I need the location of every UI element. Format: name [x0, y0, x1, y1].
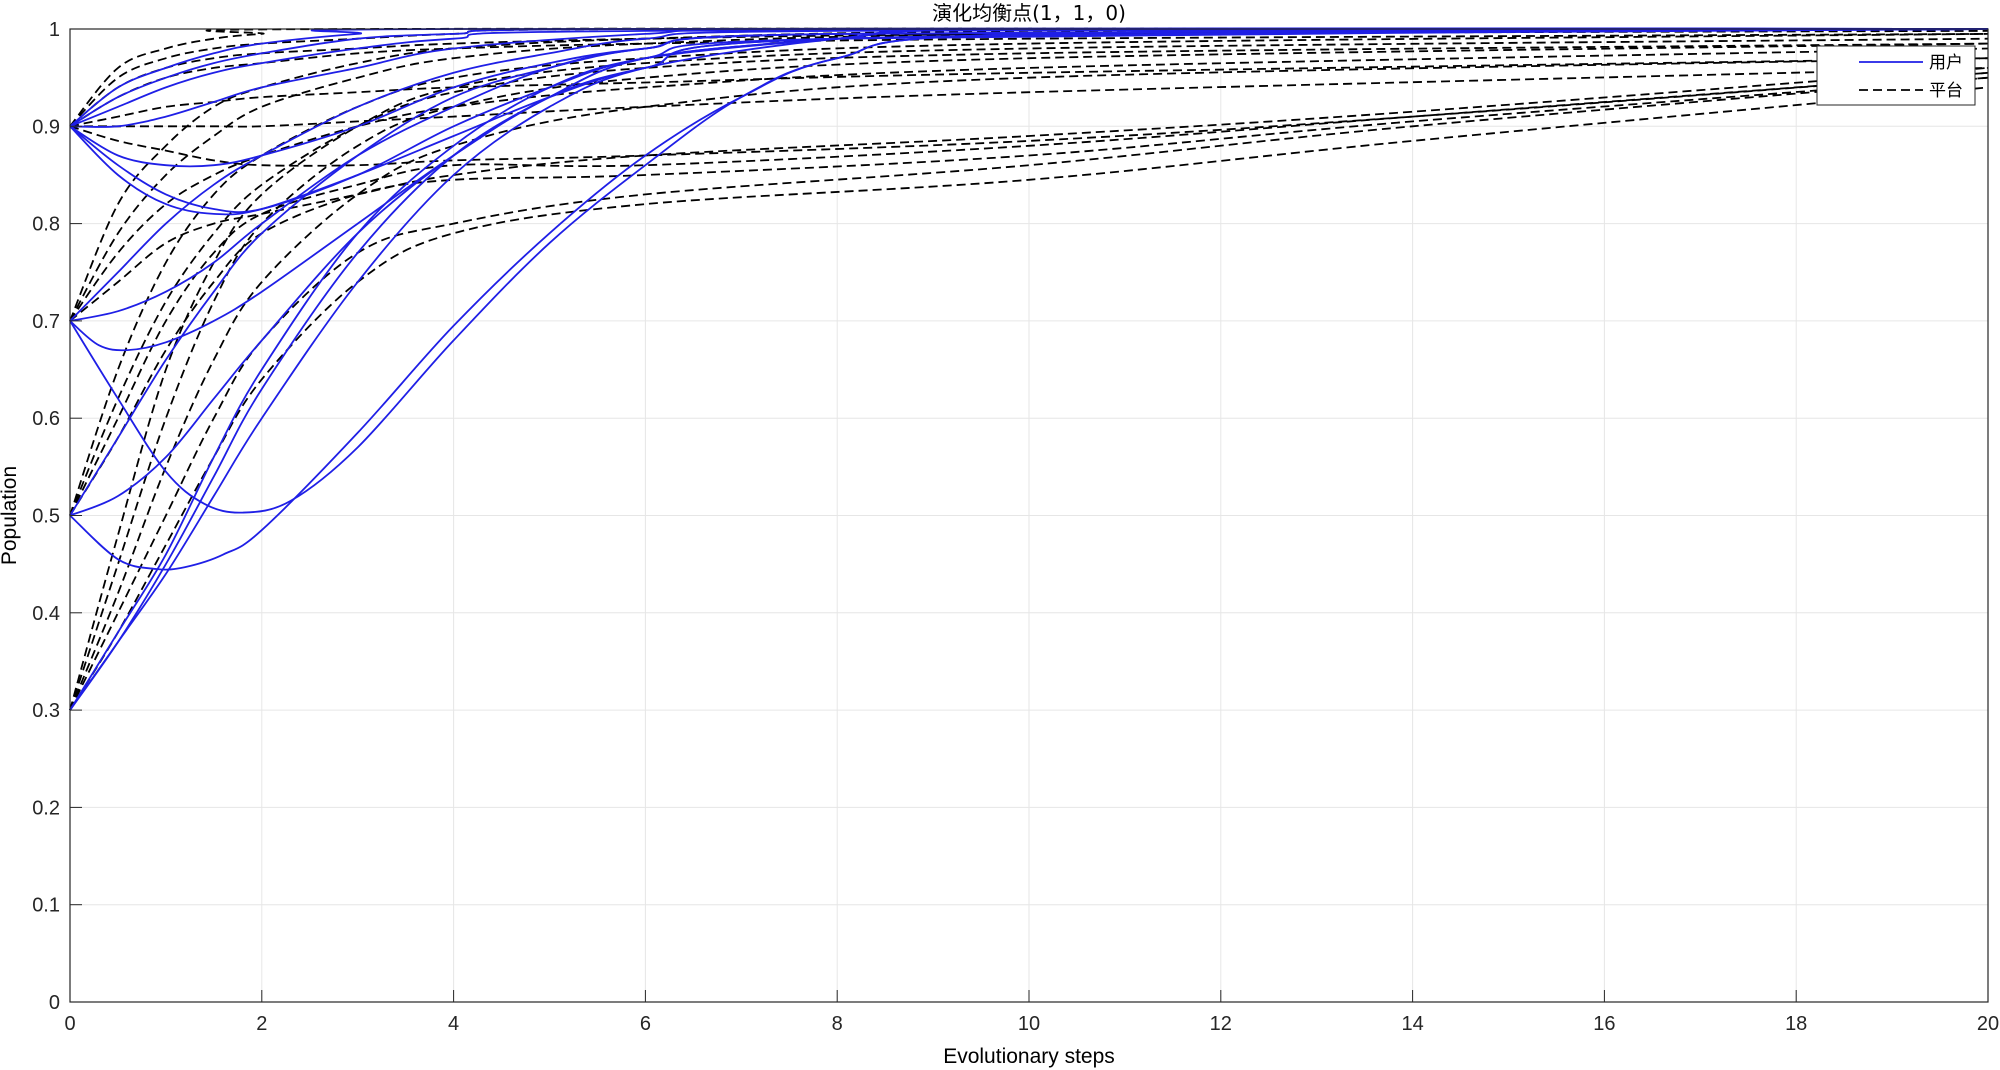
x-tick-label: 4 — [448, 1013, 459, 1035]
x-tick-label: 16 — [1593, 1013, 1615, 1035]
y-tick-label: 0.3 — [32, 700, 60, 722]
y-tick-label: 0 — [49, 992, 60, 1014]
legend-label-platform: 平台 — [1929, 81, 1963, 101]
platform-series-line-19 — [69, 57, 1989, 711]
y-tick-label: 0.7 — [32, 311, 60, 333]
y-tick-label: 0.9 — [32, 116, 60, 138]
platform-series-line-25 — [69, 76, 1989, 516]
user-series-line-12 — [69, 28, 1989, 168]
platform-series-line-22 — [69, 42, 1989, 516]
x-tick-label: 14 — [1401, 1013, 1423, 1035]
legend: 用户 平台 — [1816, 45, 1976, 106]
axis-ticks: 0 2 4 6 8 10 12 14 16 18 20 0 0.1 0.2 0.3 0.4 0.5 0.6 0.7 0… — [32, 19, 1999, 1035]
legend-label-users: 用户 — [1929, 53, 1963, 73]
x-tick-label: 2 — [256, 1013, 267, 1035]
platform-series-line-34 — [69, 71, 1989, 167]
platform-series-line-23 — [69, 33, 1989, 516]
y-tick-label: 0.5 — [32, 506, 60, 528]
y-tick-label: 0.8 — [32, 214, 60, 236]
platform-series-line-24 — [69, 71, 1989, 516]
user-series-line-11 — [69, 28, 1989, 216]
x-tick-label: 6 — [640, 1013, 651, 1035]
y-tick-label: 0.4 — [32, 603, 60, 625]
x-axis-title: Evolutionary steps — [943, 1045, 1115, 1068]
x-tick-label: 18 — [1785, 1013, 1807, 1035]
chart-title: 演化均衡点(1，1，0) — [932, 1, 1126, 25]
y-tick-label: 1 — [49, 19, 60, 41]
y-tick-label: 0.1 — [32, 895, 60, 917]
x-tick-label: 8 — [832, 1013, 843, 1035]
x-tick-label: 10 — [1018, 1013, 1040, 1035]
platform-series-line-28 — [69, 47, 1989, 322]
x-tick-label: 12 — [1210, 1013, 1232, 1035]
y-tick-label: 0.6 — [32, 408, 60, 430]
platform-series-line-20 — [69, 76, 1989, 711]
x-tick-label: 20 — [1977, 1013, 1999, 1035]
platform-series-line-18 — [69, 37, 1989, 711]
x-tick-label: 0 — [64, 1013, 75, 1035]
platform-series-line-29 — [69, 67, 1989, 322]
platform-series-line-21 — [69, 86, 1989, 711]
y-axis-title: Population — [0, 466, 21, 565]
legend-box — [1816, 45, 1976, 106]
y-tick-label: 0.2 — [32, 797, 60, 819]
